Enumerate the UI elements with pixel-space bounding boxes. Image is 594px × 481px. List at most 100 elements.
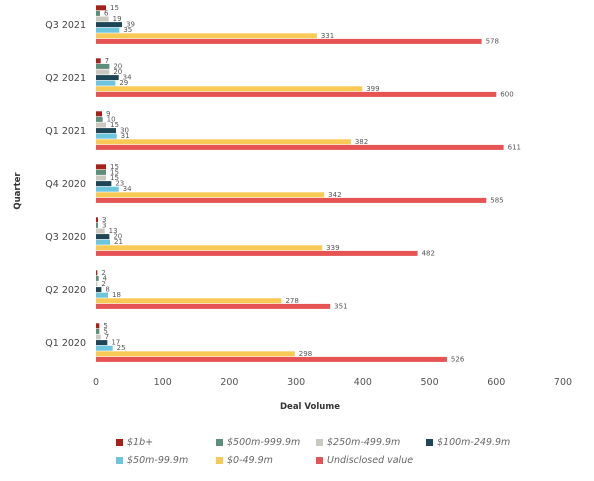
bar <box>96 69 110 75</box>
bar <box>96 328 100 334</box>
bar <box>96 323 100 329</box>
bar <box>96 222 99 228</box>
data-label: 298 <box>299 350 312 358</box>
data-label: 10 <box>107 115 116 123</box>
legend-swatch <box>426 438 433 446</box>
data-label: 600 <box>500 90 513 98</box>
bar <box>96 91 497 97</box>
data-label: 8 <box>105 286 109 294</box>
bar <box>96 334 101 340</box>
bar <box>96 33 317 39</box>
data-label: 21 <box>114 238 123 246</box>
x-tick-label: 600 <box>487 377 505 388</box>
bar <box>96 356 447 362</box>
bar <box>96 192 325 198</box>
bar <box>96 144 504 150</box>
data-label: 578 <box>486 37 499 45</box>
bar <box>96 186 119 192</box>
legend-item: $50m-99.9m <box>116 455 216 466</box>
data-label: 39 <box>126 21 135 29</box>
bar <box>96 75 119 81</box>
bar <box>96 38 482 44</box>
bar <box>96 116 103 122</box>
bar <box>96 58 101 64</box>
data-label: 25 <box>117 344 126 352</box>
bar <box>96 340 108 346</box>
bar <box>96 351 295 357</box>
bar <box>96 250 418 256</box>
bar <box>96 197 487 203</box>
data-label: 23 <box>115 180 124 188</box>
data-label: 15 <box>110 174 119 182</box>
legend-label: $1b+ <box>127 436 154 448</box>
bar <box>96 345 113 351</box>
category-label: Q4 2020 <box>45 179 86 190</box>
x-tick-label: 700 <box>554 377 572 388</box>
bar <box>96 80 116 86</box>
legend-label: $500m-999.9m <box>227 436 301 448</box>
data-label: 31 <box>121 132 130 140</box>
category-label: Q3 2021 <box>45 20 86 31</box>
legend-item: $100m-249.9m <box>426 437 546 448</box>
legend-item: Undisclosed value <box>316 455 426 466</box>
bar <box>96 245 323 251</box>
legend-item: $500m-999.9m <box>216 437 316 448</box>
data-label: 3 <box>102 216 106 224</box>
legend-label: $250m-499.9m <box>327 436 401 448</box>
legend-item: $250m-499.9m <box>316 437 426 448</box>
legend-row: $1b+ $500m-999.9m $250m-499.9m $100m-249.9m <box>116 433 556 451</box>
category-label: Q3 2020 <box>45 232 86 243</box>
data-label: 15 <box>110 163 119 171</box>
bar <box>96 181 112 187</box>
data-label: 15 <box>110 168 119 176</box>
data-label: 7 <box>105 333 109 341</box>
bar <box>96 287 102 293</box>
category-label: Q2 2021 <box>45 73 86 84</box>
data-label: 482 <box>422 249 435 257</box>
bar <box>96 239 111 245</box>
data-label: 15 <box>110 121 119 129</box>
legend-label: $0-49.9m <box>227 454 273 466</box>
category-label: Q2 2020 <box>45 285 86 296</box>
bar <box>96 303 331 309</box>
legend-swatch <box>316 438 323 446</box>
data-label: 2 <box>101 269 105 277</box>
data-label: 18 <box>112 291 121 299</box>
bar <box>96 234 110 240</box>
data-label: 351 <box>334 302 347 310</box>
bar <box>96 22 123 28</box>
data-label: 399 <box>366 85 379 93</box>
data-label: 5 <box>103 322 107 330</box>
legend-swatch <box>116 456 123 464</box>
bar <box>96 122 107 128</box>
data-label: 278 <box>285 297 298 305</box>
bar <box>96 16 109 22</box>
data-label: 4 <box>103 274 108 282</box>
bar <box>96 10 101 16</box>
data-label: 5 <box>103 327 107 335</box>
bar <box>96 175 107 181</box>
legend-swatch <box>316 456 323 464</box>
data-label: 29 <box>119 79 128 87</box>
y-axis-title: Quarter <box>13 172 23 210</box>
bar <box>96 86 363 92</box>
data-label: 17 <box>111 339 120 347</box>
data-label: 35 <box>123 26 132 34</box>
bar <box>96 281 98 287</box>
data-label: 34 <box>123 185 132 193</box>
legend-label: $100m-249.9m <box>437 436 511 448</box>
legend-swatch <box>216 438 223 446</box>
data-label: 331 <box>321 32 334 40</box>
bar <box>96 228 105 234</box>
data-label: 3 <box>102 221 106 229</box>
data-label: 382 <box>355 138 368 146</box>
data-label: 2 <box>101 280 105 288</box>
bar <box>96 5 107 11</box>
data-label: 34 <box>123 74 132 82</box>
legend-item: $1b+ <box>116 437 216 448</box>
bar <box>96 275 99 281</box>
category-label: Q1 2020 <box>45 338 86 349</box>
data-label: 20 <box>113 233 122 241</box>
bar <box>96 111 103 117</box>
x-tick-label: 100 <box>154 377 172 388</box>
